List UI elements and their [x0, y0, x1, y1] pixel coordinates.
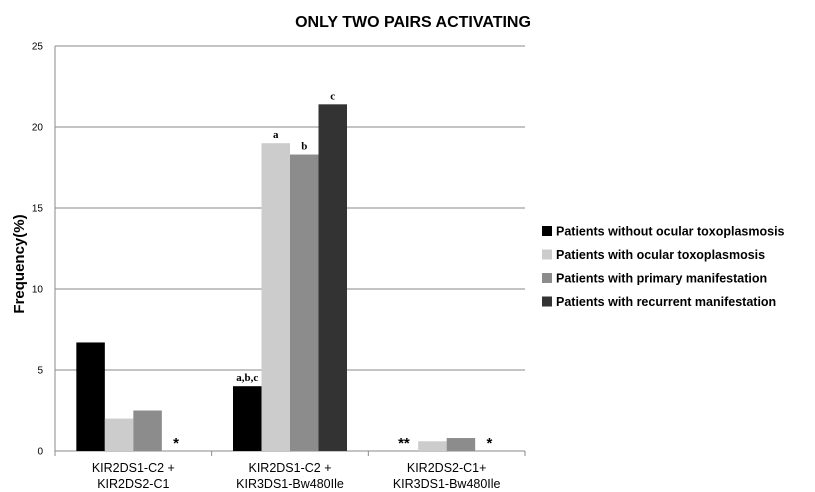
bar: [446, 438, 476, 451]
x-category-label: KIR2DS2-C1: [97, 477, 169, 491]
bar-annotation: a: [273, 129, 279, 141]
x-category-label: KIR2DS1-C2 +: [92, 461, 175, 475]
bar-annotation: a,b,c: [236, 372, 258, 384]
legend-swatch: [542, 249, 552, 260]
legend-swatch: [542, 226, 552, 236]
chart-title: ONLY TWO PAIRS ACTIVATING: [295, 14, 531, 31]
bar: [261, 143, 290, 451]
legend-label: Patients with primary manifestation: [556, 272, 767, 286]
legend-swatch: [542, 273, 552, 283]
legend-label: Patients with recurrent manifestation: [556, 295, 776, 309]
x-category-label: KIR2DS2-C1+: [407, 461, 487, 475]
legend-label: Patients without ocular toxoplasmosis: [556, 225, 785, 239]
legend-label: Patients with ocular toxoplasmosis: [556, 248, 765, 262]
x-category-label: KIR2DS1-C2 +: [248, 461, 331, 475]
y-tick-labels: 0 5 10 15 20 25: [32, 42, 44, 458]
bars: [76, 104, 476, 452]
bar: [318, 104, 347, 451]
y-axis-label: Frequency(%): [11, 214, 28, 313]
bar-annotation: **: [398, 435, 410, 452]
x-category-label: KIR3DS1-Bw480Ile: [393, 477, 501, 491]
bar-annotation: b: [301, 141, 307, 153]
bar: [104, 418, 134, 451]
x-category-label: KIR3DS1-Bw480Ile: [236, 477, 344, 491]
bar-annotation: *: [173, 435, 179, 452]
y-tick-label: 25: [32, 42, 44, 53]
legend: Patients without ocular toxoplasmosis Pat…: [542, 225, 785, 309]
y-tick-label: 15: [32, 204, 44, 215]
y-tick-label: 5: [37, 366, 43, 377]
bar: [133, 410, 162, 451]
y-tick-label: 0: [37, 447, 43, 458]
bar: [233, 386, 262, 451]
bar: [290, 154, 319, 452]
bar-annotation: c: [330, 90, 335, 102]
bar: [418, 441, 447, 451]
bar: [76, 342, 105, 451]
y-tick-label: 10: [32, 285, 44, 296]
bar-annotation: *: [486, 435, 492, 452]
legend-swatch: [542, 296, 552, 307]
x-category-labels: KIR2DS1-C2 + KIR2DS2-C1 KIR2DS1-C2 + KIR3DS…: [92, 461, 501, 491]
y-tick-label: 20: [32, 123, 44, 134]
